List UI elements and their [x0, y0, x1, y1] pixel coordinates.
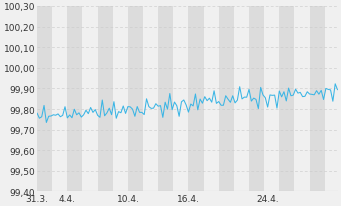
Bar — [98, 7, 113, 192]
Bar — [113, 7, 128, 192]
Bar — [264, 7, 279, 192]
Bar — [219, 7, 234, 192]
Bar — [52, 7, 67, 192]
Bar — [83, 7, 98, 192]
Bar — [173, 7, 189, 192]
Bar — [325, 7, 340, 192]
Bar — [294, 7, 310, 192]
Bar — [67, 7, 83, 192]
Bar — [340, 7, 341, 192]
Bar — [279, 7, 294, 192]
Bar — [143, 7, 158, 192]
Bar — [249, 7, 264, 192]
Bar — [204, 7, 219, 192]
Bar — [158, 7, 173, 192]
Bar — [128, 7, 143, 192]
Bar — [37, 7, 52, 192]
Bar — [234, 7, 249, 192]
Bar — [189, 7, 204, 192]
Bar — [310, 7, 325, 192]
